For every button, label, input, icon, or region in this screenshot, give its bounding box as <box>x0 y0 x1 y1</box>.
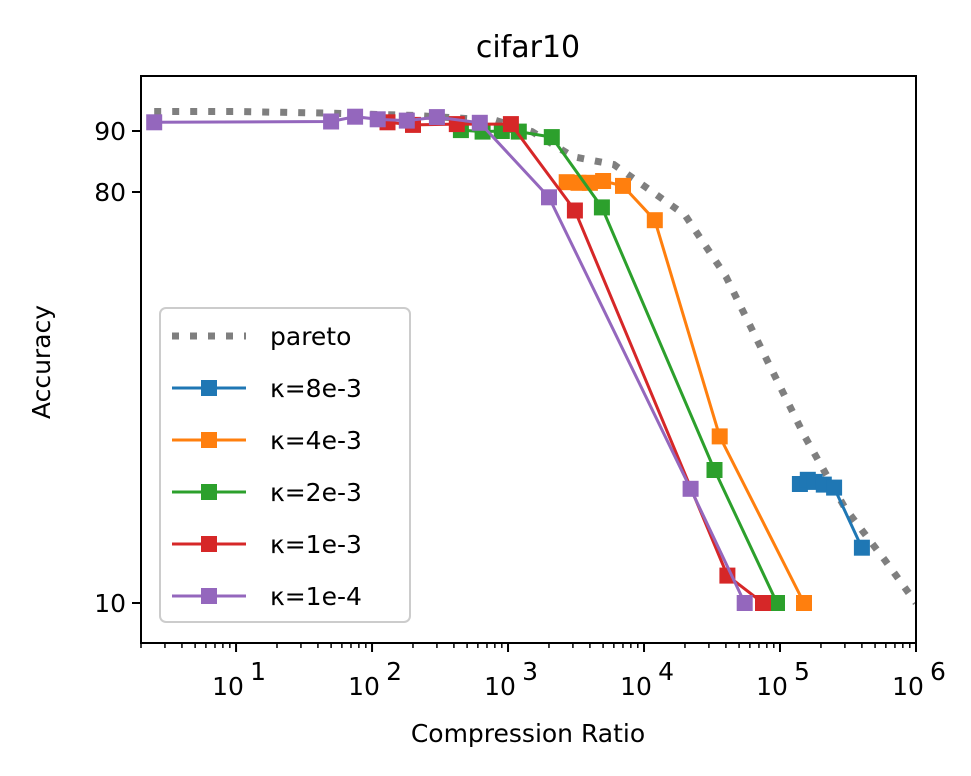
data-point-5-5 <box>428 109 445 126</box>
data-point-3-4 <box>543 129 560 146</box>
data-point-2-3 <box>595 173 612 189</box>
legend-label-1: κ=8e-3 <box>270 374 362 403</box>
data-point-5-2 <box>347 108 364 125</box>
data-point-4-3 <box>502 116 519 133</box>
x-tick-label-1: 10 <box>348 672 380 701</box>
data-point-3-5 <box>593 199 610 216</box>
legend: pareto κ=8e-3 κ=4e-3 κ=2e-3 κ=1e-3 κ=1e-4 <box>159 307 411 623</box>
data-point-2-6 <box>711 428 728 445</box>
legend-marker-1 <box>201 380 217 396</box>
x-tick-exponent-1: 2 <box>386 657 402 686</box>
y-axis-label: Accuracy <box>27 305 56 419</box>
legend-label-0: pareto <box>270 322 351 351</box>
data-point-5-1 <box>323 113 340 130</box>
data-point-3-7 <box>769 595 785 611</box>
legend-frame <box>159 307 411 623</box>
data-point-1-4 <box>826 479 843 496</box>
series-line-5 <box>154 115 747 604</box>
data-point-5-9 <box>736 595 753 611</box>
y-axis: 90 80 10 <box>94 117 141 618</box>
data-point-5-0 <box>146 114 163 131</box>
x-tick-label-0: 10 <box>212 672 244 701</box>
x-tick-exponent-5: 6 <box>930 657 946 686</box>
x-tick-label-3: 10 <box>620 672 652 701</box>
legend-marker-5 <box>201 588 217 604</box>
data-point-5-4 <box>398 112 415 129</box>
x-tick-label-2: 10 <box>484 672 516 701</box>
plot-frame <box>140 75 917 644</box>
data-point-5-8 <box>682 480 699 497</box>
chart-title: cifar10 <box>476 30 580 65</box>
x-tick-exponent-4: 5 <box>794 657 810 686</box>
data-point-3-6 <box>706 462 723 478</box>
legend-label-4: κ=1e-3 <box>270 530 362 559</box>
legend-label-3: κ=2e-3 <box>270 478 362 507</box>
legend-label-2: κ=4e-3 <box>270 426 362 455</box>
data-point-1-5 <box>853 539 870 556</box>
series-layer <box>146 108 916 611</box>
y-tick-label-2: 10 <box>94 589 126 618</box>
legend-marker-2 <box>201 432 217 448</box>
data-point-4-6 <box>755 595 771 611</box>
data-point-5-7 <box>541 189 557 206</box>
x-tick-exponent-3: 4 <box>658 657 674 686</box>
x-tick-exponent-0: 1 <box>250 657 266 686</box>
data-point-2-5 <box>646 212 663 229</box>
x-tick-exponent-2: 3 <box>522 657 538 686</box>
y-tick-label-1: 80 <box>94 178 126 207</box>
data-point-5-3 <box>369 111 386 128</box>
x-tick-label-5: 10 <box>892 672 924 701</box>
x-tick-label-4: 10 <box>756 672 788 701</box>
legend-marker-4 <box>201 536 217 552</box>
data-point-2-4 <box>615 177 631 194</box>
x-axis-label: Compression Ratio <box>411 719 645 748</box>
data-point-5-6 <box>471 114 488 131</box>
legend-label-5: κ=1e-4 <box>270 582 362 611</box>
data-point-4-4 <box>566 202 583 219</box>
data-point-2-7 <box>796 595 812 611</box>
y-tick-label-0: 90 <box>94 117 126 146</box>
legend-marker-3 <box>201 484 217 500</box>
